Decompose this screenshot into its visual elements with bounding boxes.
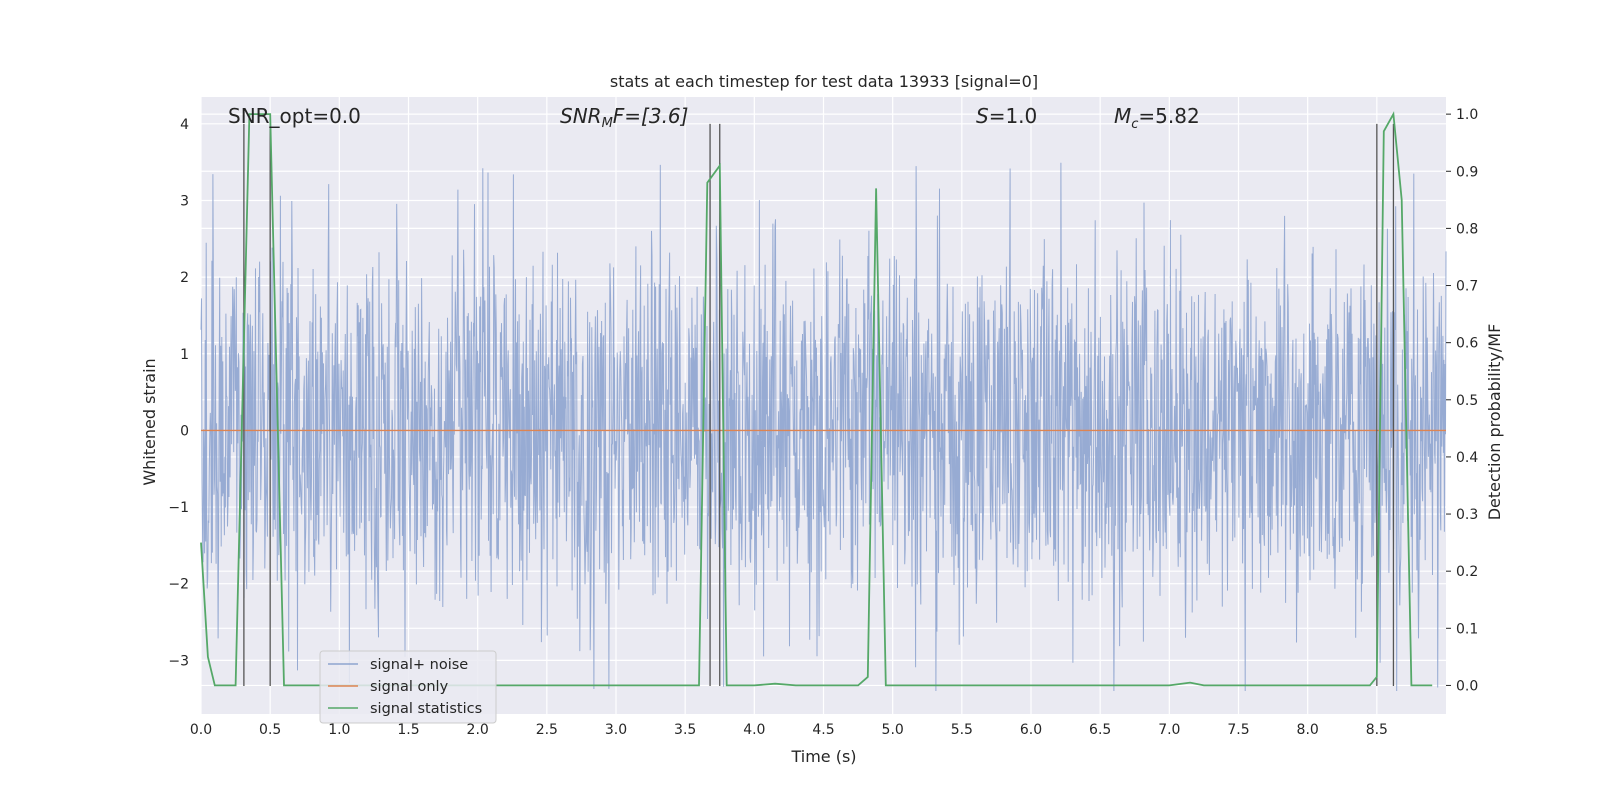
annotation-mc: Mc=5.82 (1114, 104, 1200, 132)
y-tick-label-left: −1 (168, 500, 189, 516)
y-axis-label-right: Detection probability/MF (1485, 324, 1504, 521)
y-tick-label-right: 0.7 (1456, 279, 1478, 295)
x-axis-label: Time (s) (790, 747, 856, 766)
x-tick-label: 3.0 (605, 722, 627, 738)
y-tick-label-right: 0.8 (1456, 221, 1478, 237)
x-tick-label: 7.5 (1227, 722, 1249, 738)
x-tick-label: 3.5 (674, 722, 696, 738)
x-tick-label: 7.0 (1158, 722, 1180, 738)
x-tick-label: 5.5 (951, 722, 973, 738)
y-tick-label-right: 0.5 (1456, 393, 1478, 409)
x-tick-label: 4.5 (812, 722, 834, 738)
y-tick-label-left: −2 (168, 577, 189, 593)
chart-title: stats at each timestep for test data 139… (610, 72, 1038, 91)
y-tick-label-left: 0 (180, 423, 189, 439)
annotation-snr-opt: SNR_opt=0.0 (228, 104, 361, 128)
y-tick-label-left: 4 (180, 117, 189, 133)
x-tick-label: 1.0 (328, 722, 350, 738)
y-tick-label-left: 1 (180, 347, 189, 363)
y-tick-label-right: 0.0 (1456, 678, 1478, 694)
annotation-s: S=1.0 (976, 104, 1037, 128)
x-tick-label: 5.0 (882, 722, 904, 738)
y-tick-label-right: 0.9 (1456, 164, 1478, 180)
y-tick-label-left: 2 (180, 270, 189, 286)
signal-noise-series (200, 162, 1447, 692)
x-tick-label: 8.0 (1297, 722, 1319, 738)
y-tick-label-right: 1.0 (1456, 107, 1478, 123)
x-tick-label: 4.0 (743, 722, 765, 738)
x-tick-label: 0.0 (190, 722, 212, 738)
x-tick-label: 2.5 (536, 722, 558, 738)
y-tick-label-left: 3 (180, 193, 189, 209)
y-tick-label-right: 0.2 (1456, 564, 1478, 580)
y-tick-label-left: −3 (168, 653, 189, 669)
y-tick-label-right: 0.6 (1456, 336, 1478, 352)
x-tick-label: 1.5 (397, 722, 419, 738)
legend-box (319, 650, 497, 724)
legend: signal+ noise signal only signal statist… (319, 650, 497, 724)
right-y-tick-labels: 0.0 0.1 0.2 0.3 0.4 0.5 0.6 0.7 0.8 0.9 1.0 (1446, 107, 1478, 694)
y-axis-label-left: Whitened strain (140, 358, 159, 485)
y-tick-label-right: 0.3 (1456, 507, 1478, 523)
x-tick-label: 0.5 (259, 722, 281, 738)
legend-label-signal-statistics: signal statistics (370, 701, 482, 717)
x-tick-label: 2.0 (467, 722, 489, 738)
signal-statistics-line (200, 111, 1433, 687)
legend-label-signal-noise: signal+ noise (370, 657, 468, 673)
x-tick-label: 6.5 (1089, 722, 1111, 738)
x-tick-labels: 0.0 0.5 1.0 1.5 2.0 2.5 3.0 3.5 4.0 4.5 5.0 5.5 6.0 6… (190, 722, 1388, 738)
y-tick-label-right: 0.1 (1456, 621, 1478, 637)
signal-statistics-series (200, 111, 1433, 687)
annotation-snr-mf: SNRMF=[3.6] (560, 104, 688, 131)
x-tick-label: 6.0 (1020, 722, 1042, 738)
left-y-tick-labels: −3 −2 −1 0 1 2 3 4 (168, 117, 189, 670)
y-tick-label-right: 0.4 (1456, 450, 1478, 466)
legend-label-signal-only: signal only (370, 679, 449, 695)
signal-noise-line (200, 162, 1447, 692)
x-tick-label: 8.5 (1366, 722, 1388, 738)
